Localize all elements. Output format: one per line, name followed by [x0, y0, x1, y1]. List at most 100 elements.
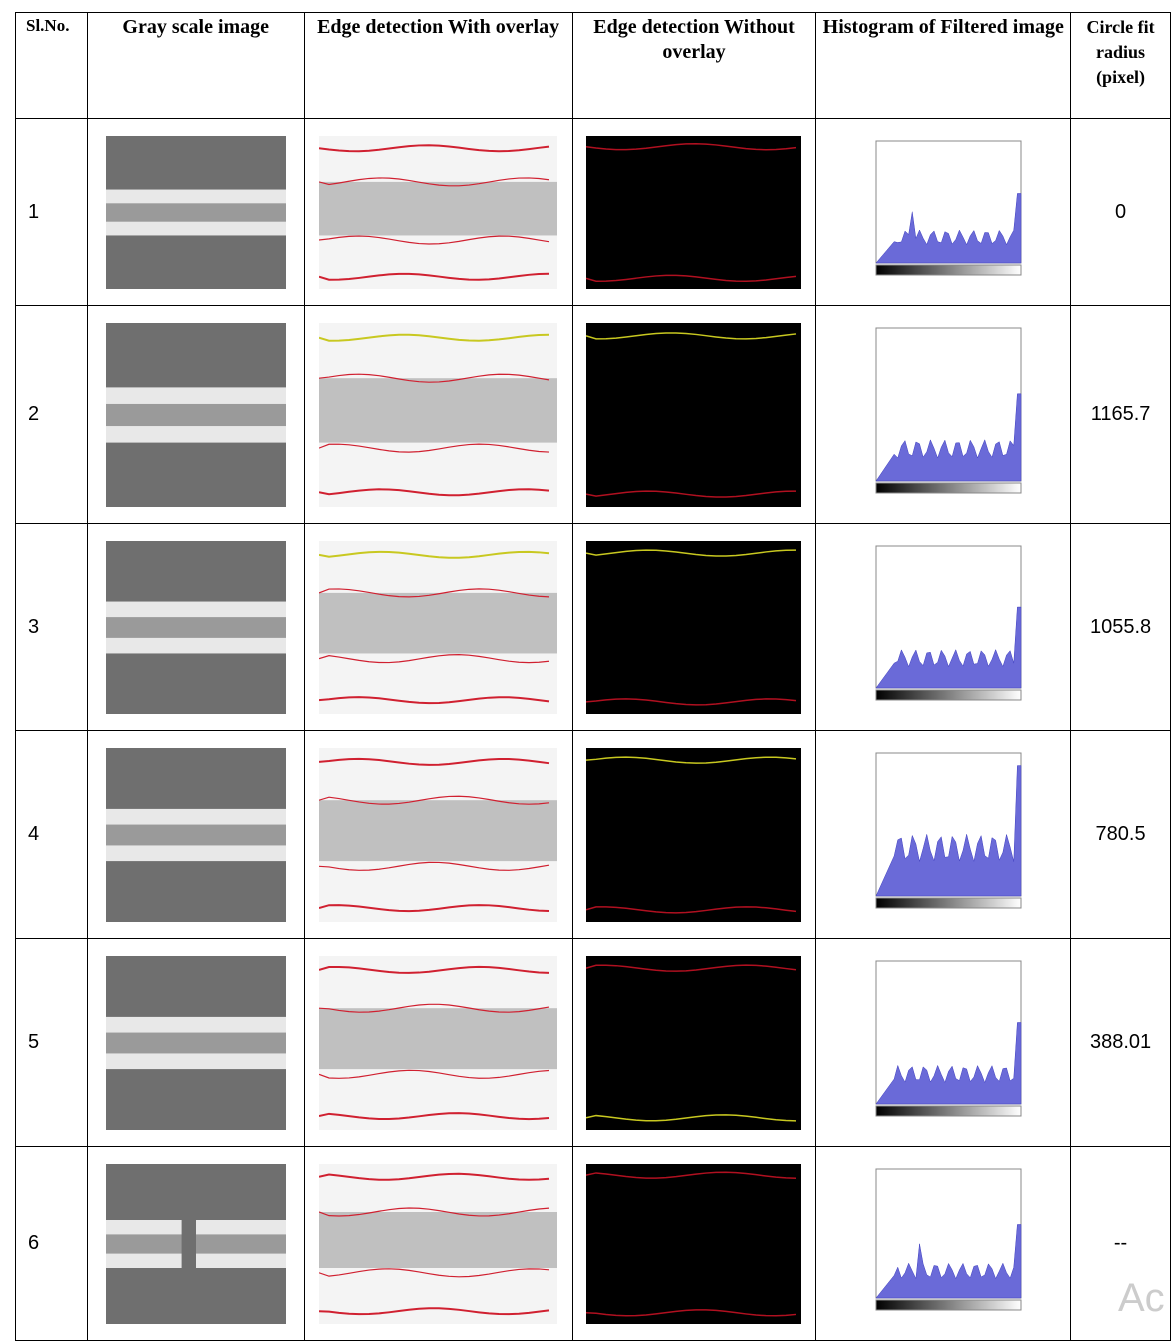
image-cell — [571, 523, 817, 731]
image — [586, 135, 802, 289]
image — [105, 135, 286, 289]
shape — [586, 963, 797, 972]
column-header: Edge detection Without overlay — [571, 12, 817, 119]
image-cell — [815, 730, 1072, 939]
image — [319, 135, 558, 289]
table-body: Sl.No. Gray scale image Edge detection Wit… — [15, 12, 1171, 1341]
row-number: 2 — [15, 305, 88, 524]
image-cell — [571, 938, 817, 1147]
image — [855, 747, 1031, 922]
table-row: 3 1055.8 — [15, 523, 1171, 731]
shape — [586, 142, 797, 150]
shape — [319, 795, 550, 805]
image — [586, 1163, 802, 1324]
shape — [105, 202, 286, 222]
shape — [105, 1032, 286, 1053]
shape — [586, 548, 797, 557]
shape — [105, 616, 286, 638]
image — [855, 1163, 1031, 1324]
image — [319, 322, 558, 507]
image-cell — [815, 118, 1072, 306]
radius-value: 388.01 — [1070, 938, 1171, 1147]
shape — [875, 1223, 1022, 1298]
shape — [875, 482, 1022, 493]
image — [586, 955, 802, 1130]
shape — [319, 1069, 550, 1079]
shape — [875, 1299, 1022, 1310]
shape — [319, 1306, 550, 1315]
shape — [319, 373, 550, 383]
image-cell — [815, 1146, 1072, 1341]
shape — [586, 747, 802, 922]
shape — [319, 592, 558, 653]
row-number: 5 — [15, 938, 88, 1147]
shape — [875, 764, 1022, 896]
column-header: Edge detection With overlay — [303, 12, 573, 119]
shape — [181, 1163, 196, 1324]
shape — [586, 1113, 797, 1122]
image-cell — [303, 305, 573, 524]
shape — [319, 143, 550, 152]
image — [586, 747, 802, 922]
radius-value: -- — [1070, 1146, 1171, 1341]
shape — [875, 1021, 1022, 1104]
image-cell — [571, 1146, 817, 1341]
shape — [319, 181, 558, 235]
image — [105, 1163, 286, 1324]
image-cell — [86, 305, 305, 524]
radius-value: 1165.7 — [1070, 305, 1171, 524]
image-cell — [86, 730, 305, 939]
radius-value: 0 — [1070, 118, 1171, 306]
shape — [319, 903, 550, 912]
image-cell — [571, 305, 817, 524]
table-row: 2 1165.7 — [15, 305, 1171, 524]
image-cell — [571, 118, 817, 306]
image-cell — [815, 305, 1072, 524]
image-cell — [571, 730, 817, 939]
shape — [319, 272, 550, 281]
shape — [586, 1163, 802, 1324]
shape — [319, 487, 550, 496]
image — [105, 540, 286, 714]
shape — [105, 824, 286, 845]
shape — [586, 540, 802, 714]
image-cell — [303, 1146, 573, 1341]
shape — [319, 1267, 550, 1277]
image-cell — [815, 523, 1072, 731]
table-row: 5 388.01 — [15, 938, 1171, 1147]
results-table: Sl.No. Gray scale image Edge detection Wit… — [15, 12, 1171, 1341]
shape — [319, 377, 558, 443]
image — [586, 322, 802, 507]
image — [855, 955, 1031, 1130]
table-row: 4 780.5 — [15, 730, 1171, 939]
shape — [319, 1003, 550, 1013]
shape — [586, 955, 802, 1130]
watermark: Ac — [1118, 1276, 1165, 1320]
shape — [319, 695, 550, 704]
shape — [319, 176, 550, 186]
shape — [319, 333, 550, 342]
image-cell — [303, 118, 573, 306]
shape — [319, 587, 550, 597]
image-cell — [86, 938, 305, 1147]
image-cell — [303, 938, 573, 1147]
shape — [319, 965, 550, 974]
image — [319, 955, 558, 1130]
image — [855, 540, 1031, 714]
image — [105, 747, 286, 922]
image-cell — [815, 938, 1072, 1147]
image-cell — [303, 523, 573, 731]
table-row: 6 -- — [15, 1146, 1171, 1341]
shape — [319, 550, 550, 559]
shape — [105, 403, 286, 426]
row-number: 1 — [15, 118, 88, 306]
shape — [319, 799, 558, 861]
image — [105, 322, 286, 507]
radius-value: 1055.8 — [1070, 523, 1171, 731]
shape — [586, 322, 802, 507]
header-row: Sl.No. Gray scale image Edge detection Wit… — [15, 12, 1171, 119]
shape — [319, 653, 550, 663]
shape — [875, 264, 1022, 275]
